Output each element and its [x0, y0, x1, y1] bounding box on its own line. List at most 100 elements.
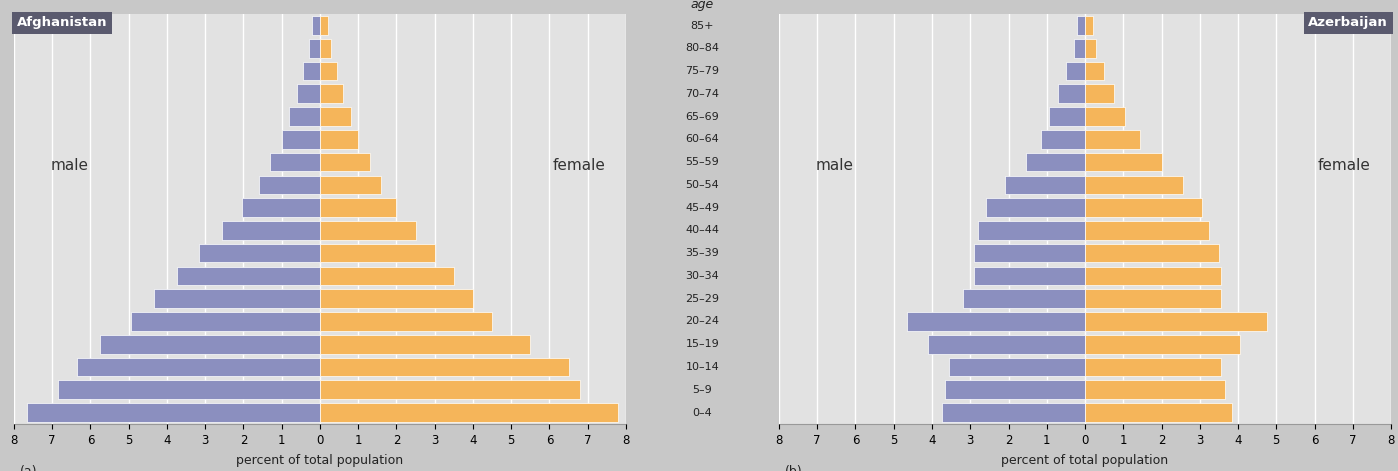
Bar — [320, 16, 327, 35]
Bar — [1005, 176, 1085, 194]
Bar — [1085, 16, 1093, 35]
Text: age: age — [691, 0, 714, 11]
Bar — [1085, 198, 1202, 217]
Bar — [270, 153, 320, 171]
Text: Azerbaijan: Azerbaijan — [1309, 16, 1388, 29]
Bar — [1085, 130, 1141, 149]
Text: 85+: 85+ — [691, 21, 714, 31]
Bar — [1048, 107, 1085, 126]
Bar — [320, 62, 337, 81]
Text: 80–84: 80–84 — [685, 43, 720, 53]
Text: male: male — [815, 158, 854, 173]
Text: 65–69: 65–69 — [685, 112, 720, 122]
Bar — [320, 221, 415, 240]
Bar — [1085, 289, 1220, 308]
Bar — [945, 381, 1085, 399]
Text: 60–64: 60–64 — [685, 134, 720, 144]
Text: (a): (a) — [20, 465, 38, 471]
Bar — [28, 403, 320, 422]
Bar — [320, 130, 358, 149]
Bar — [320, 39, 331, 57]
Bar — [1065, 62, 1085, 81]
Text: 45–49: 45–49 — [685, 203, 720, 212]
Text: 20–24: 20–24 — [685, 317, 720, 326]
Bar — [986, 198, 1085, 217]
Text: (b): (b) — [786, 465, 802, 471]
Bar — [1085, 357, 1220, 376]
Text: female: female — [552, 158, 605, 173]
Text: 10–14: 10–14 — [685, 362, 720, 372]
Bar — [320, 176, 382, 194]
Bar — [320, 84, 343, 103]
Text: Afghanistan: Afghanistan — [17, 16, 108, 29]
Bar — [1085, 335, 1240, 354]
Bar — [1085, 312, 1267, 331]
Bar — [1085, 244, 1219, 262]
Bar — [222, 221, 320, 240]
Bar — [309, 39, 320, 57]
Bar — [1085, 403, 1232, 422]
Bar — [907, 312, 1085, 331]
X-axis label: percent of total population: percent of total population — [236, 454, 404, 467]
Bar — [1085, 176, 1183, 194]
Bar — [320, 357, 569, 376]
Bar — [1058, 84, 1085, 103]
Text: male: male — [50, 158, 88, 173]
Bar — [320, 244, 435, 262]
Text: 40–44: 40–44 — [685, 226, 720, 236]
Text: 5–9: 5–9 — [692, 385, 713, 395]
Bar — [1042, 130, 1085, 149]
Bar — [1078, 16, 1085, 35]
Bar — [942, 403, 1085, 422]
Text: 0–4: 0–4 — [692, 407, 713, 417]
Bar — [1085, 39, 1096, 57]
Bar — [57, 381, 320, 399]
Text: 35–39: 35–39 — [685, 248, 720, 258]
Bar — [320, 198, 397, 217]
Bar — [977, 221, 1085, 240]
Bar — [1085, 62, 1104, 81]
Bar — [974, 267, 1085, 285]
Bar — [154, 289, 320, 308]
Text: female: female — [1317, 158, 1370, 173]
Bar — [928, 335, 1085, 354]
Bar — [1085, 84, 1114, 103]
Bar — [1085, 221, 1209, 240]
Bar — [1074, 39, 1085, 57]
Bar — [242, 198, 320, 217]
Bar — [320, 267, 454, 285]
Text: 55–59: 55–59 — [685, 157, 720, 167]
Bar — [200, 244, 320, 262]
Bar — [1026, 153, 1085, 171]
Bar — [320, 403, 618, 422]
Bar — [320, 335, 530, 354]
Bar — [1085, 267, 1220, 285]
Bar — [974, 244, 1085, 262]
Bar — [289, 107, 320, 126]
Bar — [320, 289, 473, 308]
Bar — [320, 107, 351, 126]
Bar — [1085, 107, 1125, 126]
Bar — [259, 176, 320, 194]
Bar — [130, 312, 320, 331]
Bar — [296, 84, 320, 103]
Text: 50–54: 50–54 — [685, 180, 720, 190]
Bar — [1085, 153, 1162, 171]
Bar — [949, 357, 1085, 376]
Bar — [176, 267, 320, 285]
Bar — [77, 357, 320, 376]
Bar — [303, 62, 320, 81]
Bar — [320, 312, 492, 331]
Text: 70–74: 70–74 — [685, 89, 720, 99]
Text: 30–34: 30–34 — [685, 271, 720, 281]
Bar — [312, 16, 320, 35]
Bar — [963, 289, 1085, 308]
Text: 15–19: 15–19 — [685, 339, 720, 349]
Bar — [282, 130, 320, 149]
Bar — [1085, 381, 1225, 399]
Bar — [101, 335, 320, 354]
Bar — [320, 153, 369, 171]
Bar — [320, 381, 580, 399]
Text: 75–79: 75–79 — [685, 66, 720, 76]
X-axis label: percent of total population: percent of total population — [1001, 454, 1169, 467]
